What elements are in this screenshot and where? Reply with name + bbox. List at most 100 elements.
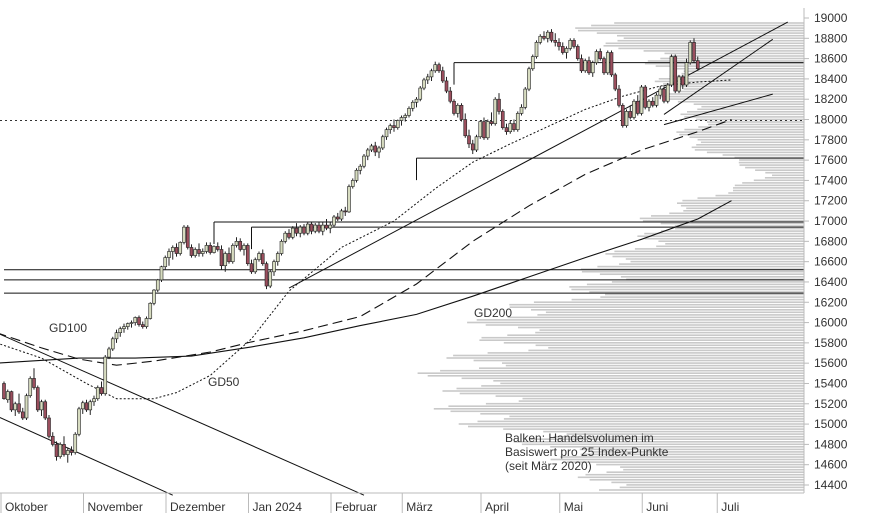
volume-bar xyxy=(734,156,804,159)
volume-bar xyxy=(679,90,804,93)
volume-bar xyxy=(480,413,804,415)
x-tick-label: Februar xyxy=(335,500,377,514)
volume-bar xyxy=(658,240,804,242)
candle-body xyxy=(613,74,618,90)
volume-bar xyxy=(586,283,804,286)
y-tick-label: 14400 xyxy=(814,478,848,492)
volume-bar xyxy=(566,461,804,463)
candle-body xyxy=(377,147,381,153)
candle-body xyxy=(354,169,359,181)
volume-bar xyxy=(691,146,804,149)
candle-body xyxy=(39,401,44,411)
trend-line-lower-channel xyxy=(0,416,173,496)
candle-body xyxy=(512,123,516,130)
candle-body xyxy=(140,324,145,327)
volume-bar xyxy=(617,39,804,42)
candle-body xyxy=(9,391,14,411)
candle-body xyxy=(24,395,29,419)
volume-bar xyxy=(550,446,804,448)
volume-bar xyxy=(481,336,804,339)
candle-body xyxy=(677,76,681,92)
gd50-label: GD50 xyxy=(208,375,240,389)
candle-body xyxy=(200,251,205,254)
volume-bar xyxy=(686,207,804,210)
volume-bar xyxy=(458,423,804,425)
trend-line-upper-channel xyxy=(0,333,365,496)
y-tick-label: 18600 xyxy=(814,52,848,66)
volume-bar xyxy=(550,458,804,461)
volume-note-line-3: (seit März 2020) xyxy=(505,459,592,473)
volume-bar xyxy=(440,369,804,372)
volume-bar xyxy=(626,278,804,281)
volume-bar xyxy=(683,88,804,90)
volume-bar xyxy=(433,408,804,410)
candle-body xyxy=(362,155,366,167)
candle-body xyxy=(602,58,606,74)
candle-body xyxy=(358,165,363,171)
candles xyxy=(2,29,700,463)
candle-body xyxy=(403,115,408,118)
y-tick-label: 19000 xyxy=(814,11,848,25)
candle-body xyxy=(422,79,426,89)
candle-body xyxy=(418,87,423,100)
candle-body xyxy=(215,246,220,250)
volume-bar xyxy=(580,268,804,270)
candle-body xyxy=(47,417,51,437)
volume-bar xyxy=(697,108,804,111)
candle-body xyxy=(369,145,374,151)
moving-averages xyxy=(0,79,732,400)
volume-bar xyxy=(548,347,804,349)
volume-bar xyxy=(634,248,804,250)
candle-body xyxy=(380,136,385,149)
volume-bar xyxy=(612,255,804,258)
candle-body xyxy=(339,210,344,220)
candle-body xyxy=(560,46,565,53)
candle-body xyxy=(669,56,674,86)
volume-bar xyxy=(459,392,804,395)
volume-bar xyxy=(453,354,804,357)
candle-body xyxy=(253,259,258,273)
y-tick-label: 16800 xyxy=(814,234,848,248)
volume-bar xyxy=(644,237,804,240)
candle-body xyxy=(122,326,126,329)
volume-bar xyxy=(739,164,804,166)
volume-bar xyxy=(733,187,804,189)
candle-body xyxy=(335,216,340,220)
candle-body xyxy=(673,56,678,92)
candle-body xyxy=(414,98,419,103)
candle-body xyxy=(249,263,254,273)
volume-bar xyxy=(605,42,804,45)
candle-body xyxy=(264,263,269,287)
candle-body xyxy=(425,76,430,81)
volume-bar xyxy=(614,250,804,253)
volume-bar xyxy=(591,451,804,453)
candle-body xyxy=(193,249,198,256)
volume-bar xyxy=(571,298,804,301)
volume-bar xyxy=(518,326,804,329)
x-tick-label: Oktober xyxy=(5,500,48,514)
volume-bar xyxy=(625,258,804,260)
volume-bar xyxy=(698,126,804,128)
candle-body xyxy=(538,35,543,43)
candle-body xyxy=(17,403,21,413)
candle-body xyxy=(234,241,239,246)
candle-body xyxy=(542,35,546,39)
gd100-label: GD100 xyxy=(49,321,87,335)
x-tick-label: Mai xyxy=(564,500,583,514)
candle-body xyxy=(185,226,190,248)
candle-body xyxy=(65,450,70,455)
candle-body xyxy=(482,121,486,139)
volume-bar xyxy=(571,288,804,291)
volume-bar xyxy=(500,382,804,385)
volume-bar xyxy=(569,286,804,288)
candle-body xyxy=(302,226,306,234)
volume-bar xyxy=(620,276,804,278)
volume-bar xyxy=(528,349,804,352)
volume-bar xyxy=(693,103,804,105)
candle-body xyxy=(493,98,498,124)
candle-body xyxy=(223,253,228,267)
moving-average-gd200 xyxy=(0,200,732,364)
candle-body xyxy=(605,52,610,74)
moving-average-gd50 xyxy=(0,79,732,400)
candle-body xyxy=(178,242,183,254)
